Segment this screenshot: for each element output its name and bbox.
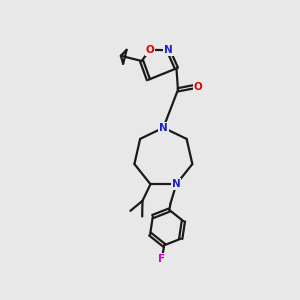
Text: O: O (146, 45, 154, 55)
Text: F: F (158, 254, 165, 264)
Text: N: N (159, 123, 168, 133)
Text: O: O (194, 82, 202, 92)
Text: N: N (164, 45, 173, 55)
Text: N: N (172, 179, 181, 189)
